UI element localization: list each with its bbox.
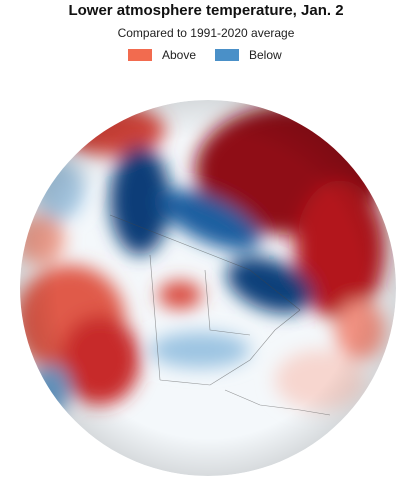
subtitle: Compared to 1991-2020 average — [118, 26, 295, 40]
legend-label: Above — [162, 48, 196, 62]
title: Lower atmosphere temperature, Jan. 2 — [68, 2, 343, 19]
legend-label: Below — [249, 48, 282, 62]
globe — [20, 100, 396, 476]
globe-shade — [20, 100, 396, 476]
legend: Above Below — [128, 48, 282, 62]
legend-swatch — [128, 49, 152, 61]
legend-swatch — [215, 49, 239, 61]
